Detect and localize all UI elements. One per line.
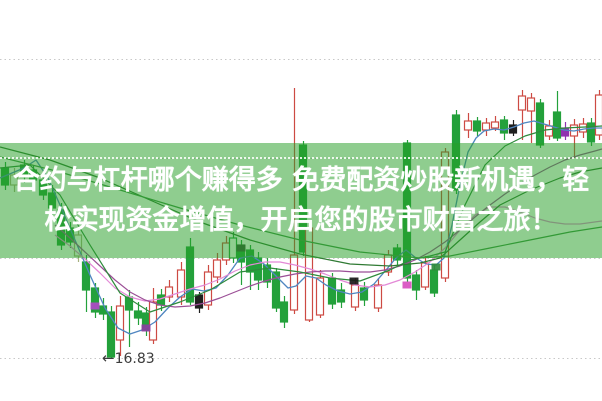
promo-banner[interactable]: 合约与杠杆哪个赚得多 免费配资炒股新机遇，轻 松实现资金增值，开启您的股市财富之…	[0, 143, 602, 258]
banner-gridline	[0, 157, 602, 159]
banner-text-line-2: 松实现资金增值，开启您的股市财富之旅！	[44, 205, 558, 236]
low-price-value: 16.83	[114, 351, 155, 367]
low-price-label: ←16.83	[102, 350, 155, 367]
banner-text-block: 合约与杠杆哪个赚得多 免费配资炒股新机遇，轻 松实现资金增值，开启您的股市财富之…	[0, 143, 602, 241]
banner-text-line-1: 合约与杠杆哪个赚得多 免费配资炒股新机遇，轻	[12, 165, 590, 196]
left-arrow-icon: ←	[102, 349, 115, 367]
